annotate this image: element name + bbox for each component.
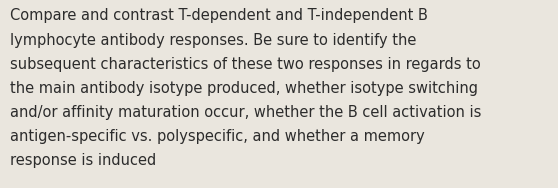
- Text: antigen-specific vs. polyspecific, and whether a memory: antigen-specific vs. polyspecific, and w…: [10, 129, 425, 144]
- Text: the main antibody isotype produced, whether isotype switching: the main antibody isotype produced, whet…: [10, 81, 478, 96]
- Text: and/or affinity maturation occur, whether the B cell activation is: and/or affinity maturation occur, whethe…: [10, 105, 482, 120]
- Text: response is induced: response is induced: [10, 153, 156, 168]
- Text: lymphocyte antibody responses. Be sure to identify the: lymphocyte antibody responses. Be sure t…: [10, 33, 416, 48]
- Text: Compare and contrast T-dependent and T-independent B: Compare and contrast T-dependent and T-i…: [10, 8, 428, 24]
- Text: subsequent characteristics of these two responses in regards to: subsequent characteristics of these two …: [10, 57, 481, 72]
